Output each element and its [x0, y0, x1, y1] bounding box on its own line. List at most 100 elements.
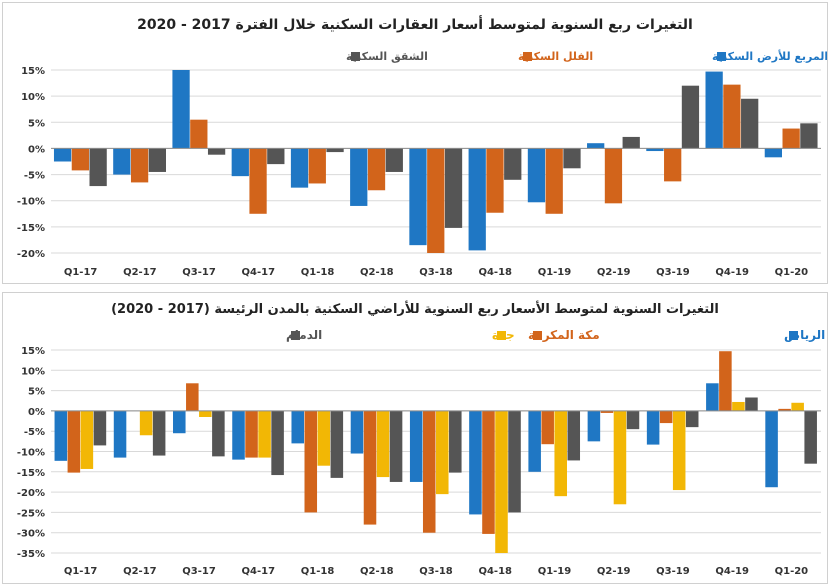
- bar: [765, 410, 778, 488]
- bar: [541, 410, 554, 445]
- bar: [782, 128, 800, 149]
- x-tick-label: Q3-18: [419, 566, 453, 577]
- bar: [172, 70, 190, 149]
- y-tick-label: 10%: [21, 366, 45, 377]
- bar: [152, 410, 166, 456]
- x-tick-label: Q1-20: [775, 566, 809, 577]
- y-tick-label: 15%: [21, 66, 45, 77]
- bar: [545, 148, 563, 214]
- x-tick-label: Q4-18: [478, 566, 512, 577]
- bar: [231, 148, 249, 177]
- x-tick-label: Q4-17: [242, 566, 276, 577]
- bar: [67, 410, 81, 473]
- y-tick-label: -15%: [17, 468, 45, 479]
- bar: [705, 71, 723, 149]
- bar: [89, 148, 107, 187]
- legend-label: الدمام: [286, 328, 322, 343]
- y-tick-label: -25%: [17, 508, 45, 519]
- chart-panel-residential-land-cities: التغيرات السنوية لمتوسط الأسعار ربع السن…: [2, 292, 828, 584]
- y-tick-label: 10%: [21, 92, 45, 103]
- bar: [791, 402, 804, 411]
- bar: [486, 148, 504, 213]
- bar: [604, 148, 623, 204]
- bar: [567, 410, 581, 461]
- y-tick-label: 5%: [28, 118, 45, 129]
- bar: [436, 410, 449, 495]
- chart-residential-land-cities: التغيرات السنوية لمتوسط الأسعار ربع السن…: [17, 300, 825, 577]
- bar: [681, 85, 700, 149]
- bar: [326, 148, 344, 153]
- bar: [212, 410, 225, 457]
- x-tick-label: Q4-18: [478, 267, 512, 278]
- bar: [504, 148, 522, 180]
- bar: [385, 148, 403, 172]
- x-tick-label: Q2-19: [597, 566, 631, 577]
- chart-residential-properties: التغيرات ربع السنوية لمتوسط أسعار العقار…: [17, 15, 827, 278]
- bar: [646, 410, 660, 445]
- bar: [508, 410, 521, 513]
- bar: [389, 410, 403, 482]
- bar: [600, 410, 614, 413]
- y-tick-label: -10%: [17, 448, 45, 459]
- legend-label: المتر المربع للأرض السكنية: [712, 49, 827, 63]
- bar: [245, 410, 258, 458]
- y-tick-label: -5%: [24, 427, 45, 438]
- x-tick-label: Q4-17: [242, 267, 276, 278]
- bar: [93, 410, 107, 446]
- x-tick-label: Q3-17: [182, 566, 216, 577]
- bar: [330, 410, 344, 478]
- bar: [745, 397, 758, 411]
- bar: [444, 148, 463, 228]
- y-tick-label: 0%: [28, 407, 45, 418]
- bar: [367, 148, 386, 191]
- bar: [363, 410, 377, 525]
- bar: [626, 410, 640, 430]
- legend-swatch: [533, 331, 542, 340]
- bar: [719, 351, 732, 411]
- bar: [350, 410, 364, 454]
- y-tick-label: -35%: [17, 549, 45, 560]
- bar: [291, 410, 305, 444]
- bar: [308, 148, 326, 184]
- bar: [449, 410, 462, 473]
- legend-swatch: [717, 52, 726, 61]
- bar: [54, 410, 68, 461]
- legend-swatch: [497, 331, 506, 340]
- bar: [249, 148, 267, 214]
- x-tick-label: Q2-18: [360, 566, 394, 577]
- x-tick-label: Q4-19: [715, 267, 749, 278]
- bar: [199, 410, 212, 417]
- y-tick-label: -20%: [17, 249, 45, 260]
- bar: [304, 410, 318, 513]
- bar: [53, 148, 72, 162]
- y-tick-label: -15%: [17, 223, 45, 234]
- bar: [672, 410, 686, 491]
- bar: [186, 383, 199, 411]
- bar: [350, 148, 368, 206]
- bar: [659, 410, 673, 424]
- bar: [113, 148, 131, 175]
- bar: [267, 148, 285, 165]
- y-tick-label: -20%: [17, 488, 45, 499]
- bar: [741, 98, 759, 149]
- bar: [800, 123, 818, 149]
- bar: [468, 148, 486, 251]
- bar: [554, 410, 567, 497]
- y-tick-label: -30%: [17, 529, 45, 540]
- x-tick-label: Q3-18: [419, 267, 453, 278]
- bar: [139, 410, 153, 436]
- bar: [317, 410, 331, 466]
- bar: [723, 84, 741, 149]
- bar: [527, 148, 546, 203]
- x-tick-label: Q2-19: [597, 267, 631, 278]
- x-tick-label: Q1-18: [301, 566, 335, 577]
- x-tick-label: Q1-18: [301, 267, 335, 278]
- legend-label: مكة المكرمة: [528, 328, 600, 342]
- bar: [190, 119, 208, 149]
- bar: [528, 410, 541, 472]
- bar: [563, 148, 581, 169]
- x-tick-label: Q2-18: [360, 267, 394, 278]
- y-tick-label: 0%: [28, 144, 45, 155]
- bar: [587, 143, 605, 149]
- bar: [409, 148, 427, 246]
